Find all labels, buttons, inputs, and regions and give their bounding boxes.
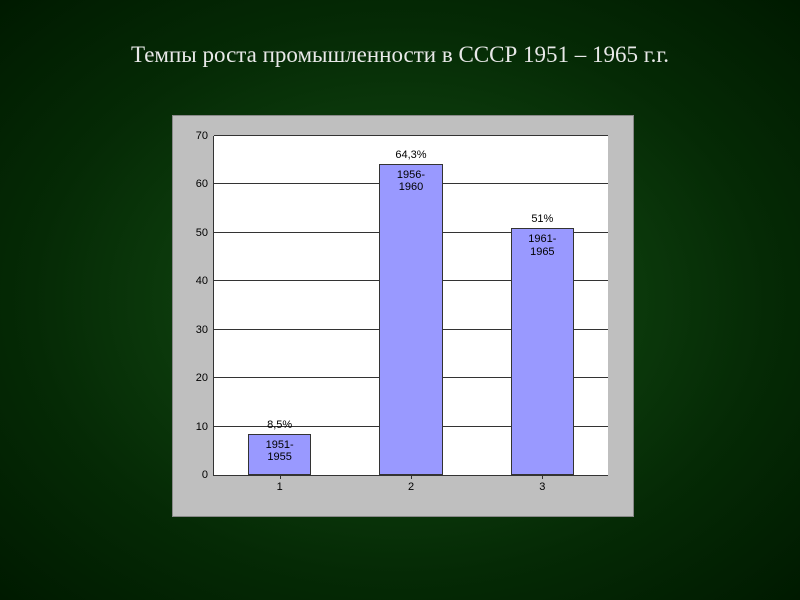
y-axis-label: 20 <box>196 372 208 384</box>
chart-plot-area: 01020304050607011951- 19558,5%21956- 196… <box>213 136 608 476</box>
bar-value-label: 8,5% <box>267 419 292 431</box>
bar-value-label: 51% <box>531 213 553 225</box>
x-axis-label: 3 <box>539 481 545 493</box>
y-axis-label: 60 <box>196 178 208 190</box>
x-axis-label: 1 <box>277 481 283 493</box>
y-axis-label: 40 <box>196 275 208 287</box>
x-tick <box>280 475 281 479</box>
x-tick <box>542 475 543 479</box>
y-axis-label: 10 <box>196 421 208 433</box>
x-tick <box>411 475 412 479</box>
chart-bar: 1956- 196064,3% <box>379 164 442 475</box>
y-gridline <box>214 135 608 136</box>
slide-title: Темпы роста промышленности в СССР 1951 –… <box>0 42 800 68</box>
chart-bar: 1951- 19558,5% <box>248 434 311 475</box>
y-axis-label: 70 <box>196 130 208 142</box>
slide-background: Темпы роста промышленности в СССР 1951 –… <box>0 0 800 600</box>
bar-value-label: 64,3% <box>395 149 426 161</box>
x-axis-label: 2 <box>408 481 414 493</box>
y-axis-label: 0 <box>202 469 208 481</box>
bar-period-label: 1956- 1960 <box>380 169 441 194</box>
y-axis-label: 30 <box>196 324 208 336</box>
chart-container: 01020304050607011951- 19558,5%21956- 196… <box>172 115 634 517</box>
chart-bar: 1961- 196551% <box>511 228 574 475</box>
bar-period-label: 1951- 1955 <box>249 439 310 464</box>
y-axis-label: 50 <box>196 227 208 239</box>
bar-period-label: 1961- 1965 <box>512 233 573 258</box>
